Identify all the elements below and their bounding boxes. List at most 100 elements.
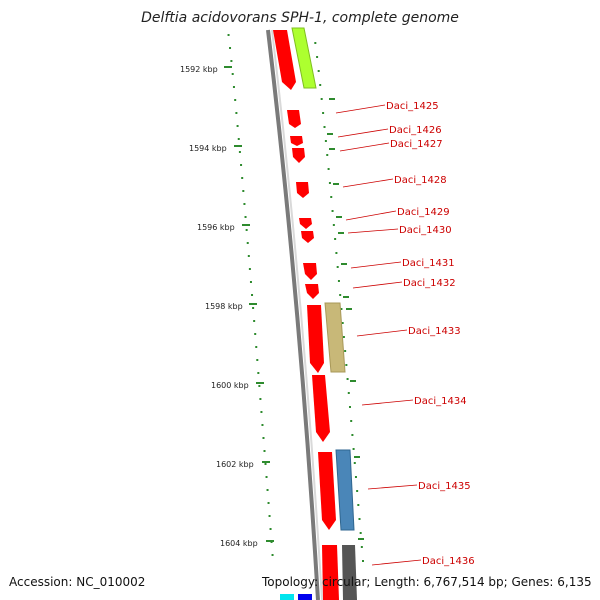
gene-label[interactable]: Daci_1431 (402, 258, 455, 269)
gene-leader-line (335, 104, 386, 114)
gene-label[interactable]: Daci_1430 (399, 225, 452, 236)
scale-axis: 1592 kbp 1594 kbp 1596 kbp 1598 kbp 1600 kbp… (180, 65, 274, 548)
gene-arrow-1430[interactable] (301, 231, 314, 243)
scale-label: 1596 kbp (197, 223, 235, 232)
guide-dot (351, 434, 354, 436)
ruler-dot (255, 346, 258, 348)
guide-dot (322, 112, 325, 114)
ruler-dot (261, 424, 264, 426)
guide-dot (332, 224, 335, 226)
guide-dot (326, 154, 329, 156)
scale-tick (242, 224, 250, 226)
guide-dot (334, 238, 337, 240)
ruler-dot (252, 307, 255, 309)
scale-label: 1602 kbp (216, 460, 254, 469)
gene-label[interactable]: Daci_1436 (422, 556, 475, 567)
gene-arrow-1436[interactable] (322, 545, 339, 600)
ruler-dot (240, 164, 243, 166)
ruler-dot (238, 151, 241, 153)
scale-tick (234, 145, 242, 147)
category-block-gray (342, 545, 357, 600)
gene-arrow-1435[interactable] (318, 452, 336, 530)
gene-leader-line (361, 399, 414, 406)
gene-leader-line (339, 142, 390, 152)
gene-leader-line (347, 228, 399, 234)
guide-dot (327, 168, 330, 170)
guide-dot (317, 70, 320, 72)
feature-track-guide (314, 42, 364, 562)
ruler-dot (254, 333, 257, 335)
gene-arrow-1424[interactable] (273, 30, 296, 90)
gene-label[interactable]: Daci_1433 (408, 326, 461, 337)
guide-dot (352, 448, 355, 450)
guide-dot (347, 392, 350, 394)
ruler-dot (265, 476, 268, 478)
scale-tick (249, 303, 257, 305)
ruler-dot (247, 255, 250, 257)
gene-arrow-1431[interactable] (303, 263, 317, 280)
ruler-dot (231, 73, 234, 75)
gene-label[interactable]: Daci_1434 (414, 396, 467, 407)
genome-backbone (266, 29, 323, 600)
bottom-category-strip (280, 594, 312, 600)
feature-tick (341, 263, 347, 265)
feature-tick (338, 232, 344, 234)
gene-leader-line (371, 559, 422, 566)
scale-tick (266, 540, 274, 542)
gene-labels: Daci_1425 Daci_1426 Daci_1427 Daci_1428 Daci… (327, 98, 475, 567)
ruler-dot (229, 47, 232, 49)
gene-arrow-1432[interactable] (305, 284, 319, 299)
ruler-dot (243, 203, 246, 205)
guide-dot (344, 350, 347, 352)
guide-dot (348, 406, 351, 408)
backbone-line-inner (271, 29, 323, 600)
guide-dot (316, 56, 319, 58)
guide-dot (319, 84, 322, 86)
gene-arrow-1433[interactable] (307, 305, 324, 373)
gene-label[interactable]: Daci_1426 (389, 125, 442, 136)
scale-ruler (227, 34, 274, 556)
category-track (291, 27, 357, 600)
gene-label[interactable]: Daci_1427 (390, 139, 443, 150)
ruler-dot (251, 294, 254, 296)
gene-label[interactable]: Daci_1428 (394, 175, 447, 186)
guide-dot (337, 280, 340, 282)
feature-tick (333, 183, 339, 185)
gene-arrow-1425[interactable] (287, 110, 301, 128)
feature-tick (346, 308, 352, 310)
ruler-dot (245, 229, 248, 231)
guide-dot (323, 126, 326, 128)
ruler-dot (242, 190, 245, 192)
guide-dot (356, 490, 359, 492)
ruler-dot (263, 450, 266, 452)
guide-dot (314, 42, 317, 44)
gene-label[interactable]: Daci_1435 (418, 481, 471, 492)
scale-label: 1600 kbp (211, 381, 249, 390)
backbone-line-outer (266, 29, 320, 600)
gene-arrow-1426[interactable] (290, 136, 303, 146)
ruler-dot (267, 502, 270, 504)
ruler-dot (227, 34, 230, 36)
ruler-dot (241, 177, 244, 179)
ruler-dot (246, 242, 249, 244)
gene-label[interactable]: Daci_1425 (386, 101, 439, 112)
gene-label[interactable]: Daci_1432 (403, 278, 456, 289)
guide-dot (331, 210, 334, 212)
gene-arrow-1429[interactable] (299, 218, 312, 229)
gene-arrow-1428[interactable] (296, 182, 309, 198)
guide-dot (342, 336, 345, 338)
ruler-dot (257, 372, 260, 374)
gene-leader-line (342, 178, 394, 188)
gene-leader-line (337, 128, 389, 138)
gene-label[interactable]: Daci_1429 (397, 207, 450, 218)
ruler-dot (266, 489, 269, 491)
ruler-dot (253, 320, 256, 322)
gene-arrow-1434[interactable] (312, 375, 330, 442)
scale-tick (224, 66, 232, 68)
guide-dot (341, 322, 344, 324)
gene-arrow-1427[interactable] (292, 148, 305, 163)
guide-dot (345, 364, 348, 366)
category-block-tan (324, 302, 346, 373)
gene-leader-line (356, 329, 408, 337)
